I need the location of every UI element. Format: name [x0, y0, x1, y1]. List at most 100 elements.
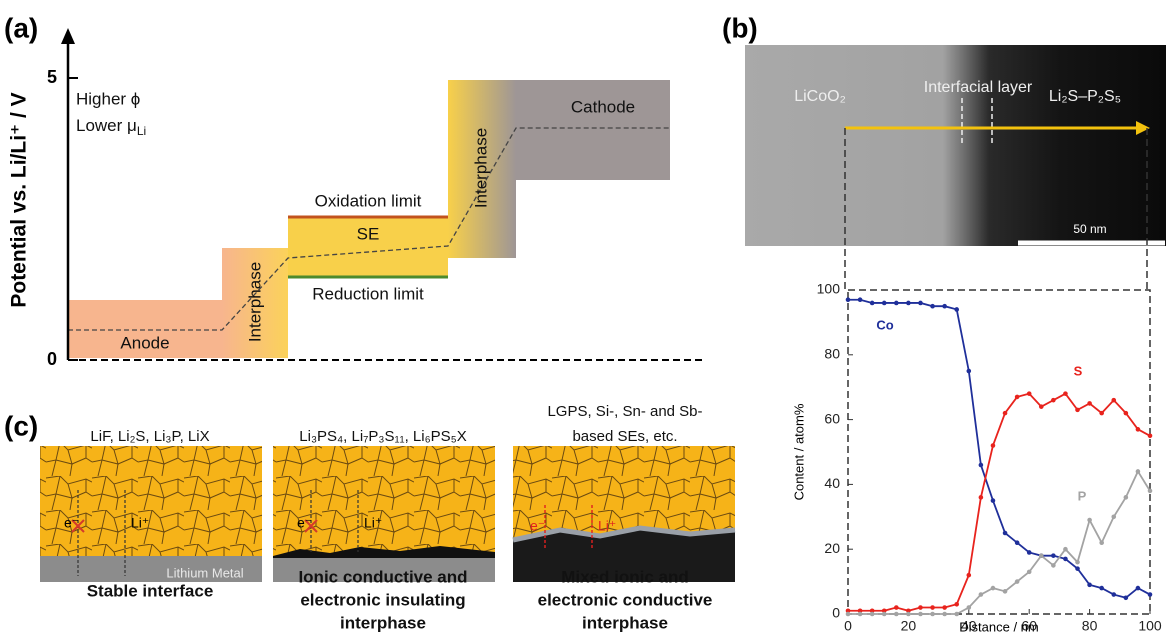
- y-axis-label: Potential vs. Li/Li⁺ / V: [8, 92, 31, 307]
- data-point: [1124, 411, 1129, 416]
- data-point: [870, 612, 875, 617]
- data-point: [1087, 583, 1092, 588]
- data-point: [870, 301, 875, 306]
- caption: electronic insulating: [300, 590, 465, 609]
- region-label: SE: [357, 224, 380, 243]
- material-list: based SEs, etc.: [572, 428, 677, 445]
- series-line: [848, 471, 1150, 614]
- data-point: [1087, 518, 1092, 523]
- y-tick-label: 0: [832, 605, 840, 621]
- se-grains: [40, 446, 262, 558]
- data-point: [1039, 553, 1044, 558]
- data-point: [1075, 560, 1080, 565]
- data-point: [1099, 540, 1104, 545]
- data-point: [1027, 570, 1032, 575]
- data-point: [954, 602, 959, 607]
- data-point: [1063, 547, 1068, 552]
- panel-label: (c): [4, 410, 38, 441]
- image-label: LiCoO₂: [794, 88, 846, 105]
- data-point: [979, 495, 984, 500]
- scale-label: 50 nm: [1073, 222, 1106, 236]
- data-point: [1039, 404, 1044, 409]
- panel-label: (b): [722, 12, 758, 43]
- data-point: [1063, 391, 1068, 396]
- plot-frame: [848, 290, 1150, 614]
- caption: electronic conductive: [538, 590, 713, 609]
- data-point: [991, 586, 996, 591]
- data-point: [967, 605, 972, 610]
- data-point: [930, 612, 935, 617]
- x-tick-label: 80: [1082, 618, 1098, 634]
- series-line: [848, 394, 1150, 611]
- data-point: [1136, 469, 1141, 474]
- data-point: [1003, 531, 1008, 536]
- y-tick-label: 80: [824, 346, 840, 362]
- data-point: [1075, 566, 1080, 571]
- data-point: [1003, 589, 1008, 594]
- y-tick-label: 0: [47, 349, 57, 369]
- annotation-sub: Li: [137, 124, 146, 138]
- data-point: [967, 369, 972, 374]
- data-point: [858, 297, 863, 302]
- data-point: [930, 605, 935, 610]
- data-point: [991, 443, 996, 448]
- data-point: [918, 605, 923, 610]
- axis-arrow: [61, 28, 75, 44]
- tem-image: [745, 45, 1166, 246]
- carrier-label: Li⁺: [364, 515, 382, 531]
- region-label: Cathode: [571, 97, 635, 116]
- data-point: [942, 304, 947, 309]
- data-point: [858, 612, 863, 617]
- x-tick-label: 100: [1138, 618, 1162, 634]
- data-point: [1136, 427, 1141, 432]
- data-point: [1124, 495, 1129, 500]
- limit-label: Reduction limit: [312, 284, 424, 303]
- y-axis-label: Content / atom%: [791, 403, 806, 500]
- data-point: [918, 612, 923, 617]
- data-point: [1027, 550, 1032, 555]
- y-tick-label: 40: [824, 475, 840, 491]
- data-point: [918, 301, 923, 306]
- data-point: [846, 297, 851, 302]
- data-point: [979, 592, 984, 597]
- data-point: [1063, 557, 1068, 562]
- y-tick-label: 60: [824, 410, 840, 426]
- data-point: [1015, 540, 1020, 545]
- data-point: [894, 301, 899, 306]
- caption: Mixed ionic and: [561, 567, 689, 586]
- data-point: [1027, 391, 1032, 396]
- data-point: [1015, 579, 1020, 584]
- line-chart: 020406080100020406080100Distance / nmCon…: [791, 281, 1161, 634]
- limit-label: Oxidation limit: [315, 191, 422, 210]
- data-point: [1075, 408, 1080, 413]
- material-list: LGPS, Si-, Sn- and Sb-: [547, 403, 702, 420]
- series-label: P: [1078, 488, 1087, 503]
- data-point: [1111, 592, 1116, 597]
- data-point: [1099, 411, 1104, 416]
- y-tick-label: 100: [817, 281, 841, 297]
- carrier-label: Li⁺: [131, 515, 149, 531]
- cathode-block: [516, 80, 670, 180]
- carrier-label: e⁻: [64, 515, 79, 531]
- data-point: [1136, 586, 1141, 591]
- y-tick-label: 20: [824, 540, 840, 556]
- data-point: [967, 573, 972, 578]
- data-point: [942, 605, 947, 610]
- series-label: S: [1074, 363, 1083, 378]
- data-point: [1015, 395, 1020, 400]
- y-tick-label: 5: [47, 67, 57, 87]
- annotation: Higher ϕ: [76, 89, 140, 108]
- caption: interphase: [340, 613, 426, 632]
- data-point: [942, 612, 947, 617]
- data-point: [979, 463, 984, 468]
- data-point: [1003, 411, 1008, 416]
- panel-a: Potential vs. Li/Li⁺ / V Higher ϕ Lower …: [8, 28, 705, 369]
- caption: interphase: [582, 613, 668, 632]
- data-point: [1051, 398, 1056, 403]
- carrier-label: e⁻: [297, 515, 312, 531]
- data-point: [1148, 592, 1153, 597]
- region-label: Interphase: [245, 262, 264, 342]
- region-label: Interphase: [471, 128, 490, 208]
- data-point: [906, 301, 911, 306]
- series-label: Co: [876, 317, 893, 332]
